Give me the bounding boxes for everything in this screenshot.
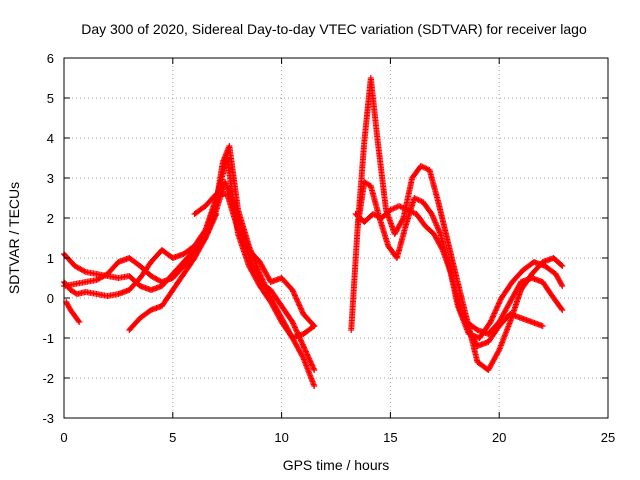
- x-tick-label: 15: [383, 430, 397, 445]
- x-tick-label: 25: [601, 430, 615, 445]
- y-tick-label: 0: [47, 291, 54, 306]
- grid-lines: [64, 58, 608, 418]
- y-tick-label: 5: [47, 91, 54, 106]
- y-axis-label: SDTVAR / TECUs: [6, 182, 22, 294]
- x-tick-label: 0: [60, 430, 67, 445]
- y-tick-label: -3: [42, 411, 54, 426]
- y-tick-label: 2: [47, 211, 54, 226]
- plot-frame: [63, 57, 609, 419]
- x-tick-label: 5: [169, 430, 176, 445]
- x-axis-label: GPS time / hours: [283, 457, 390, 473]
- series-arc-j: [463, 275, 566, 337]
- y-tick-label: 6: [47, 51, 54, 66]
- y-tick-label: 3: [47, 171, 54, 186]
- y-tick-label: 1: [47, 251, 54, 266]
- y-tick-label: 4: [47, 131, 54, 146]
- series-arc-d: [63, 299, 83, 325]
- y-tick-label: -1: [42, 331, 54, 346]
- chart-title: Day 300 of 2020, Sidereal Day-to-day VTE…: [81, 21, 587, 37]
- x-tick-label: 10: [274, 430, 288, 445]
- axis-ticks: 0 5 10 15 20 25 -3 -2 -1 0 1 2 3 4 5 6: [42, 51, 615, 445]
- series-arc-i: [352, 203, 546, 349]
- series-arc-f: [191, 191, 318, 329]
- series-arc-c: [61, 155, 318, 341]
- y-tick-label: -2: [42, 371, 54, 386]
- series-arc-e: [126, 211, 220, 333]
- data-points: [61, 75, 566, 389]
- x-tick-label: 20: [492, 430, 506, 445]
